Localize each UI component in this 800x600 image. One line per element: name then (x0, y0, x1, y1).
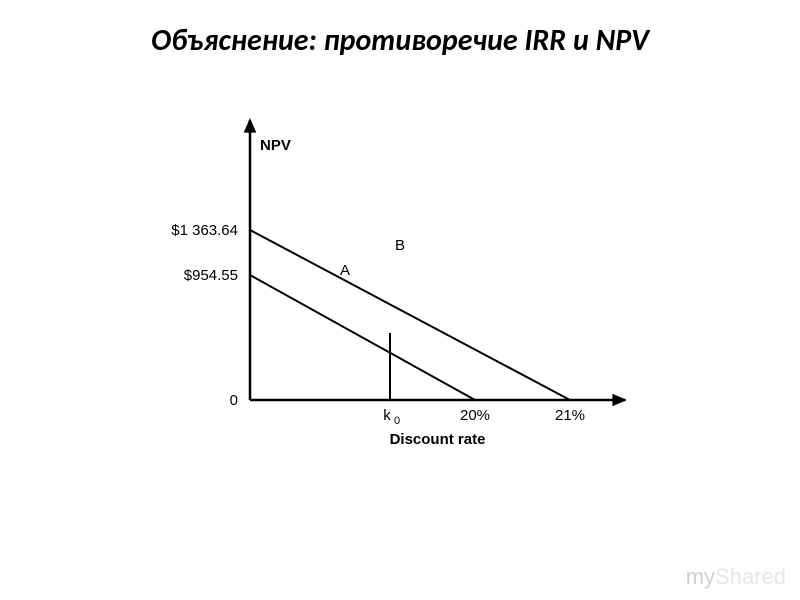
watermark-part-a: my (686, 564, 715, 589)
y-tick-label: $1 363.64 (171, 222, 238, 239)
x-tick-label: 21% (555, 407, 585, 424)
series-label-A: A (340, 262, 350, 279)
watermark: myShared (686, 564, 786, 590)
y-tick-label: $954.55 (184, 267, 238, 284)
series-label-B: B (395, 237, 405, 254)
watermark-part-b: Shared (715, 564, 786, 589)
npv-irr-chart: NPVDiscount rate0$1 363.64$954.55k020%21… (155, 100, 655, 475)
x-axis-label: Discount rate (390, 431, 486, 448)
x-tick-sub: 0 (394, 415, 400, 427)
slide-title: Объяснение: противоречие IRR и NPV (0, 22, 800, 59)
y-tick-label: 0 (230, 392, 238, 409)
x-tick-label: k (383, 407, 391, 424)
y-axis-label: NPV (260, 137, 291, 154)
series-B (250, 230, 570, 400)
x-tick-label: 20% (460, 407, 490, 424)
series-A (250, 275, 475, 400)
